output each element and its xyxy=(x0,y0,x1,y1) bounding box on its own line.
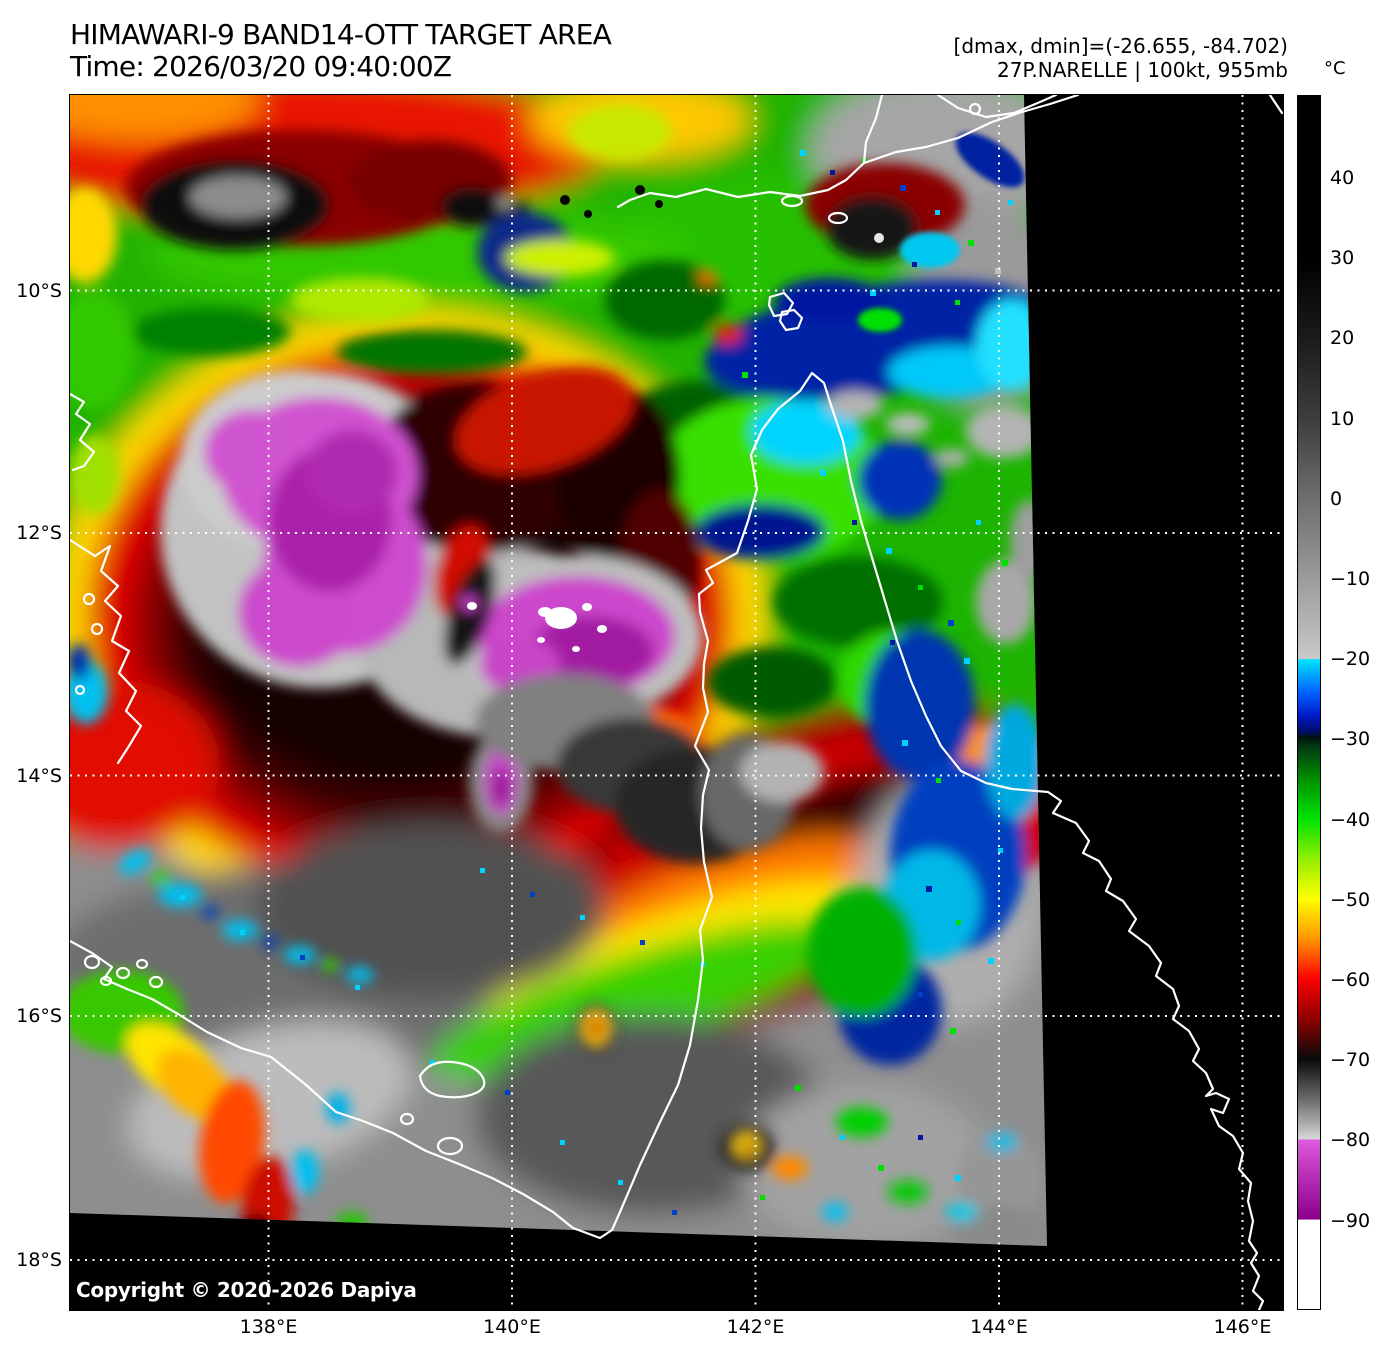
colorbar-tick-label: 10 xyxy=(1330,407,1355,430)
colorbar-tick-label: 40 xyxy=(1330,167,1355,189)
copyright-label: Copyright © 2020-2026 Dapiya xyxy=(76,1278,417,1302)
colorbar-tick-label: 30 xyxy=(1330,247,1355,270)
lon-tick-label: 144°E xyxy=(970,1316,1028,1338)
colorbar-tick-label: −20 xyxy=(1330,648,1371,671)
storm-info: 27P.NARELLE | 100kt, 955mb xyxy=(997,58,1288,82)
ir-fine-details xyxy=(180,132,1025,1215)
dmax-dmin-readout: [dmax, dmin]=(-26.655, -84.702) xyxy=(953,34,1288,58)
colorbar-tick-label: −70 xyxy=(1330,1049,1371,1072)
graticule xyxy=(70,95,1283,1310)
colorbar-tick-label: −40 xyxy=(1330,808,1371,831)
colorbar-unit-label: °C xyxy=(1324,58,1346,79)
colorbar-tick-label: −90 xyxy=(1330,1209,1371,1232)
lat-tick-label: 10°S xyxy=(16,279,62,302)
lon-tick-label: 146°E xyxy=(1213,1316,1272,1338)
colorbar-tick-label: −10 xyxy=(1330,568,1371,590)
lon-tick-label: 142°E xyxy=(726,1316,785,1338)
map-canvas: Copyright © 2020-2026 Dapiya xyxy=(69,94,1284,1311)
satellite-imagery xyxy=(70,95,1283,1310)
ir-image-layers xyxy=(70,95,1047,1246)
lat-tick-label: 14°S xyxy=(16,764,62,787)
colorbar-tick-label: −50 xyxy=(1330,888,1371,911)
lat-tick-label: 16°S xyxy=(16,1005,62,1027)
colorbar-tick-label: 20 xyxy=(1330,327,1355,350)
coastlines xyxy=(70,95,1283,1310)
lat-tick-label: 12°S xyxy=(16,522,62,544)
lat-tick-label: 18°S xyxy=(16,1249,62,1271)
colorbar-tick-label: −30 xyxy=(1330,728,1371,751)
colorbar-tick-label: 0 xyxy=(1330,487,1343,510)
timestamp: Time: 2026/03/20 09:40:00Z xyxy=(70,50,452,83)
lon-tick-label: 138°E xyxy=(239,1316,298,1338)
header-metadata: [dmax, dmin]=(-26.655, -84.702) 27P.NARE… xyxy=(954,34,1288,82)
colorbar xyxy=(1297,95,1321,1310)
colorbar-tick-label: −60 xyxy=(1330,969,1371,991)
colorbar-tick-label: −80 xyxy=(1330,1129,1371,1152)
lon-tick-label: 140°E xyxy=(483,1316,541,1338)
page-title: HIMAWARI-9 BAND14-OTT TARGET AREA xyxy=(70,18,612,51)
